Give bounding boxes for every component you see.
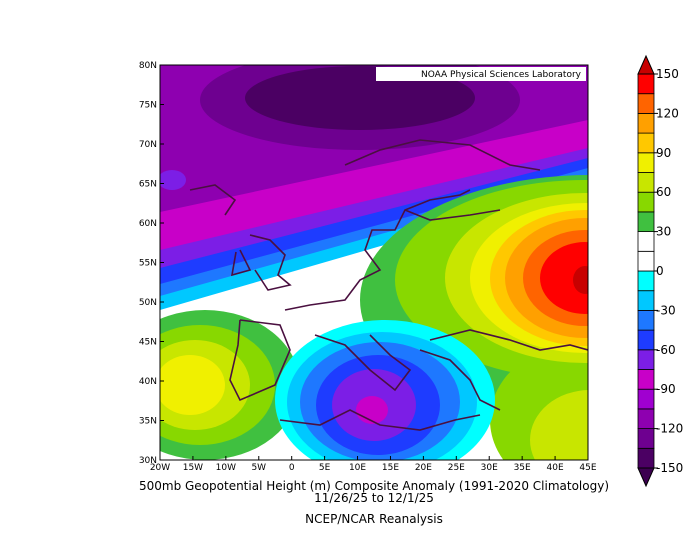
colorbar-label: -30 — [656, 303, 676, 317]
colorbar-box — [637, 270, 655, 292]
source-label: NOAA Physical Sciences Laboratory — [421, 70, 582, 80]
lat-label: 45N — [139, 338, 157, 348]
lat-label: 80N — [139, 61, 157, 71]
lon-label: 45E — [579, 463, 596, 473]
data-source: NCEP/NCAR Reanalysis — [305, 512, 443, 526]
colorbar-box — [637, 428, 655, 449]
lon-label: 5W — [251, 463, 266, 473]
lon-label: 0 — [289, 463, 295, 473]
colorbar-box — [637, 250, 655, 272]
colorbar-box — [637, 369, 655, 390]
colorbar-box — [637, 447, 655, 469]
colorbar-label: -120 — [656, 422, 683, 436]
colorbar-box — [637, 152, 655, 173]
lat-label: 50N — [139, 298, 157, 308]
colorbar-label: -90 — [656, 382, 676, 396]
colorbar-box — [637, 349, 655, 370]
colorbar-box — [637, 172, 655, 193]
lat-label: 70N — [139, 140, 157, 150]
lon-label: 10W — [216, 463, 236, 473]
map-field — [160, 65, 588, 460]
colorbar-box — [637, 290, 655, 311]
colorbar-box — [637, 211, 655, 232]
lat-label: 35N — [139, 417, 157, 427]
lon-label: 5E — [319, 463, 331, 473]
colorbar-label: 60 — [656, 185, 671, 199]
colorbar-label: 0 — [656, 264, 664, 278]
lon-label: 10E — [349, 463, 366, 473]
colorbar-box — [637, 73, 655, 95]
colorbar-label: 30 — [656, 225, 671, 239]
colorbar-box — [637, 329, 655, 351]
colorbar-box — [637, 132, 655, 154]
lat-label: 55N — [139, 259, 157, 269]
colorbar-label: 90 — [656, 146, 671, 160]
colorbar-box — [637, 388, 655, 410]
colorbar-label: 120 — [656, 106, 679, 120]
map-title: 500mb Geopotential Height (m) Composite … — [139, 479, 609, 493]
lon-label: 15W — [183, 463, 203, 473]
lon-label: 20E — [415, 463, 432, 473]
colorbar: 150 120 90 60 30 0 -30 -60 -90 -120 -150 — [637, 54, 683, 488]
date-range: 11/26/25 to 12/1/25 — [314, 491, 434, 505]
lon-label: 25E — [448, 463, 465, 473]
colorbar-label: -150 — [656, 461, 683, 475]
colorbar-box — [637, 231, 655, 252]
lat-label: 40N — [139, 377, 157, 387]
lon-label: 40E — [547, 463, 564, 473]
lat-label: 60N — [139, 219, 157, 229]
lon-label: 20W — [150, 463, 170, 473]
source-box — [376, 67, 586, 81]
lat-label: 65N — [139, 180, 157, 190]
lon-label: 35E — [514, 463, 531, 473]
lon-label: 30E — [481, 463, 498, 473]
lon-label: 15E — [382, 463, 399, 473]
colorbar-top — [637, 54, 655, 75]
lat-label: 75N — [139, 101, 157, 111]
colorbar-box — [637, 408, 655, 429]
colorbar-label: -60 — [656, 343, 676, 357]
colorbar-box — [637, 113, 655, 134]
colorbar-box — [637, 309, 655, 331]
lat-label: 30N — [139, 456, 157, 466]
colorbar-box — [637, 191, 655, 213]
colorbar-bottom — [637, 467, 655, 488]
colorbar-label: 150 — [656, 67, 679, 81]
colorbar-box — [637, 93, 655, 114]
